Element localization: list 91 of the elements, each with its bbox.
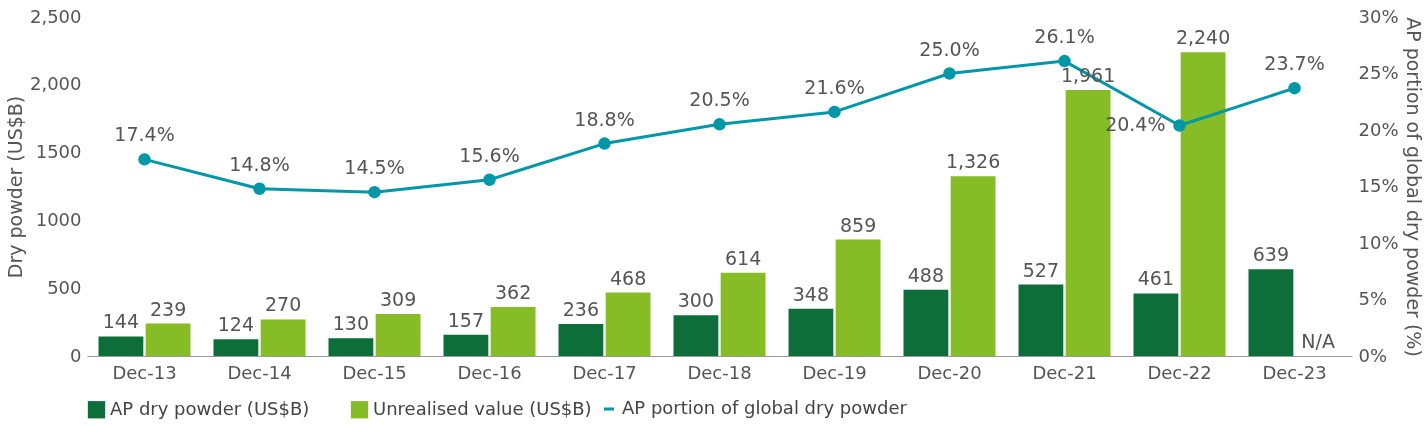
y2-tick-label: 30% (1358, 5, 1399, 27)
data-label: 468 (609, 266, 647, 289)
point (1058, 54, 1071, 68)
bar (720, 272, 766, 356)
point (1288, 81, 1301, 95)
data-label: 14.8% (229, 152, 290, 175)
text: N/A (1301, 330, 1335, 352)
point (943, 67, 956, 80)
x-tick-label: Dec-20 (917, 361, 982, 383)
bar (673, 315, 719, 356)
y2-tick-label: 15% (1358, 175, 1399, 196)
data-label: 18.8% (574, 107, 635, 130)
y-tick-label: 500 (47, 276, 82, 298)
point (1173, 119, 1186, 132)
y-tick-label: 2,000 (29, 73, 82, 95)
data-label: 130 (332, 312, 370, 335)
data-label: 614 (724, 246, 762, 269)
data-label: 17.4% (114, 123, 175, 146)
y2-axis-title: AP portion of global dry powder (%) (1402, 17, 1425, 357)
point (828, 105, 841, 119)
bar (558, 324, 604, 356)
bar (1180, 52, 1226, 356)
data-label: 461 (1137, 267, 1175, 290)
bar (443, 334, 489, 356)
data-label: 859 (839, 213, 877, 236)
y2-tick-label: 5% (1358, 288, 1388, 309)
data-label: 639 (1252, 243, 1290, 266)
bar (1133, 293, 1179, 356)
x-tick-label: Dec-21 (1032, 361, 1097, 383)
y-tick-label: 2,500 (29, 5, 82, 27)
bar (1248, 269, 1294, 356)
data-label: 23.7% (1264, 52, 1325, 75)
bar (375, 314, 421, 356)
data-label: 2,240 (1175, 26, 1231, 49)
legend-label: AP portion of global dry powder (622, 397, 908, 418)
data-label: 300 (677, 289, 715, 312)
x-tick-label: Dec-17 (572, 361, 637, 383)
data-label: 157 (447, 308, 485, 331)
data-label: 527 (1022, 258, 1060, 281)
data-label: 14.5% (344, 156, 405, 179)
data-label: 362 (494, 280, 532, 303)
x-tick-label: Dec-18 (687, 361, 752, 383)
data-label: 270 (264, 293, 302, 316)
point (253, 182, 266, 195)
data-label: 21.6% (804, 75, 865, 98)
x-tick-label: Dec-15 (342, 361, 407, 383)
x-tick-label: Dec-22 (1147, 361, 1212, 383)
bar (213, 339, 259, 356)
x-tick-label: Dec-13 (112, 361, 177, 383)
data-label: 15.6% (459, 143, 520, 166)
bar (950, 176, 996, 356)
x-tick-label: Dec-16 (457, 361, 522, 383)
y2-tick-label: 0% (1358, 344, 1388, 366)
bar (1018, 284, 1064, 356)
bar (605, 292, 651, 356)
point (598, 137, 611, 150)
bar (835, 239, 881, 356)
y-tick-label: 1000 (35, 208, 82, 230)
data-label: 236 (562, 298, 600, 320)
legend-label: AP dry powder (US$B) (110, 397, 310, 419)
data-label: 20.5% (689, 88, 750, 111)
data-label: 26.1% (1034, 25, 1095, 48)
point (713, 118, 726, 131)
data-label: 239 (149, 297, 187, 320)
y2-tick-label: 20% (1358, 118, 1399, 140)
y-tick-label: 1500 (35, 141, 82, 163)
bar (788, 308, 834, 356)
data-label: 124 (217, 313, 255, 336)
y2-tick-label: 25% (1358, 62, 1399, 83)
data-label: 488 (907, 263, 945, 286)
x-tick-label: Dec-23 (1262, 361, 1327, 383)
y2-tick-label: 10% (1358, 231, 1399, 253)
y-tick-label: 0 (70, 344, 82, 366)
data-label: 25.0% (919, 37, 980, 60)
data-label: 144 (102, 310, 140, 333)
x-tick-label: Dec-19 (802, 361, 867, 383)
bar (260, 319, 306, 356)
y-axis-title: Dry powder (US$B) (3, 95, 26, 279)
bar (490, 306, 536, 356)
bar (328, 338, 374, 356)
data-label: 348 (792, 282, 830, 305)
data-label: 309 (379, 288, 417, 311)
x-tick-label: Dec-14 (227, 361, 292, 383)
bar (145, 323, 191, 356)
point (138, 153, 151, 166)
point (483, 173, 496, 186)
legend-label: Unrealised value (US$B) (373, 397, 592, 419)
point (368, 185, 381, 199)
bar (903, 289, 949, 356)
bar (98, 336, 144, 356)
data-label: 1,326 (945, 150, 1001, 173)
